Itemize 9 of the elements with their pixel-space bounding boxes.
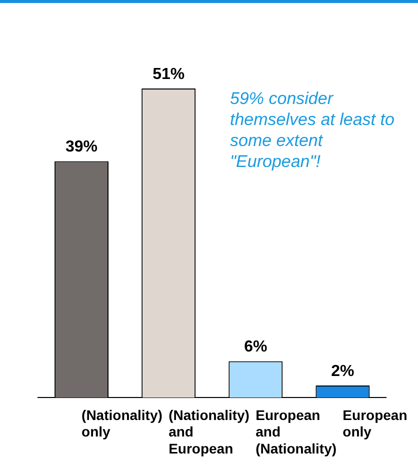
x-tick-label: (Nationality) and European: [168, 406, 250, 456]
annotation: 59% consider themselves at least to some extent "European"!: [230, 88, 396, 172]
x-tick-label: European and (Nationality): [256, 406, 337, 456]
data-label: 6%: [244, 338, 268, 356]
x-tick-label: European only: [342, 406, 408, 440]
x-tick-label: (Nationality) only: [82, 406, 162, 440]
data-label: 39%: [66, 138, 98, 156]
data-label: 51%: [152, 66, 185, 83]
data-label: 2%: [331, 362, 354, 380]
